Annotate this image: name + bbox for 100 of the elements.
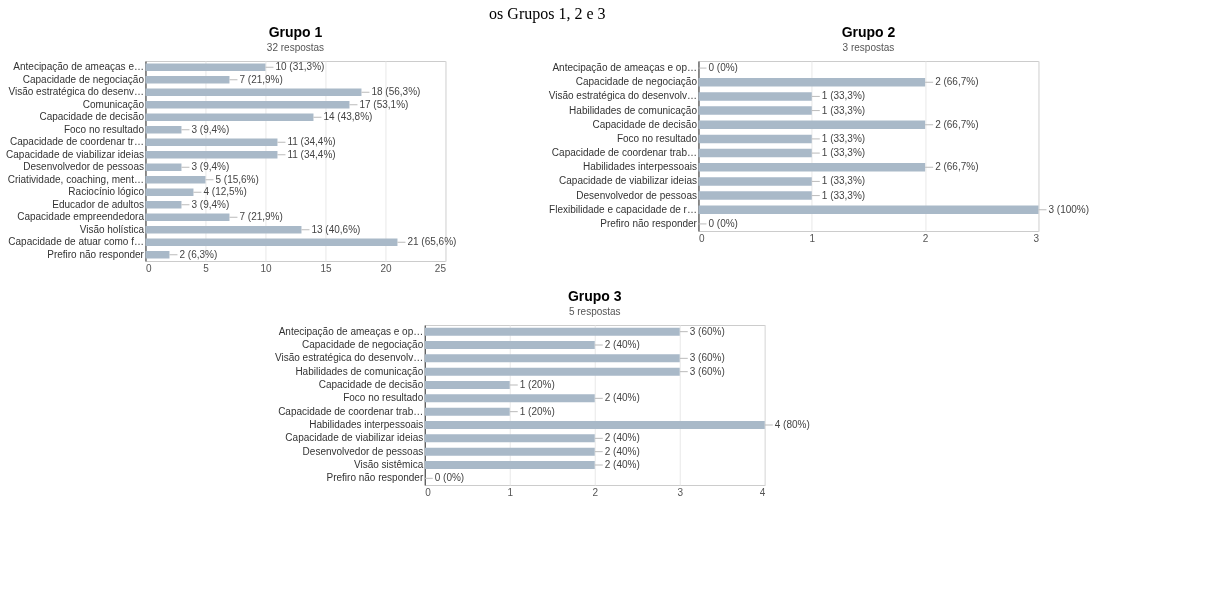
data-label: 1 (20%)	[519, 405, 555, 417]
bar	[424, 381, 510, 389]
y-tick-label: Prefiro não responder	[600, 217, 698, 229]
data-label: 0 (0%)	[434, 472, 465, 484]
data-label: 5 (15,6%)	[215, 173, 259, 185]
data-label: 2 (66,7%)	[935, 118, 979, 130]
data-label: 1 (33,3%)	[821, 147, 866, 159]
data-label: 0 (0%)	[708, 217, 738, 229]
bar	[698, 134, 812, 144]
data-label: 3 (60%)	[689, 352, 725, 364]
data-label: 1 (33,3%)	[821, 104, 866, 116]
data-label: 21 (65,6%)	[407, 236, 457, 248]
x-tick-label: 5	[203, 262, 210, 274]
y-tick-label: Capacidade de decisão	[39, 111, 145, 123]
bar	[424, 434, 595, 443]
y-tick-label: Antecipação de ameaças e op…	[278, 325, 424, 337]
y-tick-label: Desenvolvedor de pessoas	[302, 445, 424, 457]
y-tick-label: Capacidade de negociação	[575, 76, 698, 88]
chart-subtitle: 3 respostas	[842, 42, 895, 53]
x-tick-label: 1	[507, 486, 514, 498]
data-label: 3 (9,4%)	[191, 198, 230, 210]
data-label: 1 (33,3%)	[821, 175, 866, 187]
y-tick-label: Criatividade, coaching, ment…	[7, 173, 144, 185]
y-tick-label: Antecipação de ameaças e op…	[552, 62, 697, 74]
chart-subtitle: 32 respostas	[266, 42, 325, 53]
bar	[424, 447, 595, 456]
y-tick-label: Capacidade empreendedora	[17, 211, 145, 223]
bar	[145, 226, 302, 234]
y-tick-label: Desenvolvedor de pessoas	[576, 189, 697, 201]
y-tick-label: Capacidade de negociação	[22, 73, 145, 85]
y-tick-label: Comunicação	[82, 98, 145, 110]
data-label: 3 (60%)	[689, 365, 725, 377]
x-tick-label: 2	[922, 232, 929, 244]
data-label: 2 (40%)	[604, 432, 640, 444]
bar	[698, 191, 812, 200]
bar	[145, 176, 206, 184]
bar	[424, 461, 595, 469]
y-tick-label: Foco no resultado	[616, 132, 698, 144]
data-label: 1 (33,3%)	[821, 132, 866, 144]
y-tick-label: Capacidade de coordenar trab…	[278, 405, 424, 417]
bar	[424, 354, 680, 363]
y-tick-label: Capacidade de coordenar trab…	[551, 147, 697, 159]
text: os Grupos 1, 2 e 3	[489, 4, 606, 23]
bar	[145, 88, 362, 96]
data-label: 2 (66,7%)	[935, 76, 979, 88]
data-label: 10 (31,3%)	[275, 61, 325, 73]
y-tick-label: Habilidades interpessoais	[309, 419, 424, 430]
bar	[698, 106, 812, 115]
y-tick-label: Prefiro não responder	[326, 472, 424, 484]
bar	[145, 138, 278, 146]
bar	[698, 120, 926, 129]
data-label: 4 (12,5%)	[203, 186, 247, 198]
bar	[424, 407, 510, 416]
y-tick-label: Habilidades de comunicação	[295, 365, 424, 377]
chart-title: Grupo 3	[567, 288, 622, 304]
data-label: 2 (40%)	[604, 459, 640, 470]
data-label: 13 (40,6%)	[311, 223, 361, 235]
bar	[145, 76, 230, 84]
y-tick-label: Flexibilidade e capacidade de r…	[549, 203, 697, 215]
data-label: 14 (43,8%)	[323, 111, 373, 123]
y-tick-label: Raciocínio lógico	[68, 186, 145, 198]
bar	[424, 394, 595, 403]
data-label: 2 (40%)	[604, 392, 640, 404]
y-tick-label: Educador de adultos	[52, 198, 144, 210]
y-tick-label: Foco no resultado	[63, 123, 145, 135]
bar	[145, 63, 266, 71]
data-label: 1 (20%)	[519, 379, 555, 390]
y-tick-label: Capacidade de negociação	[302, 339, 424, 350]
chart-title: Grupo 1	[268, 24, 323, 40]
data-label: 1 (33,3%)	[821, 189, 866, 201]
data-label: 11 (34,4%)	[287, 148, 336, 160]
bar	[145, 126, 182, 134]
data-label: 1 (33,3%)	[821, 90, 866, 102]
bar	[698, 148, 812, 158]
y-tick-label: Habilidades de comunicação	[569, 104, 698, 116]
x-tick-label: 0	[698, 232, 705, 244]
x-tick-label: 3	[1033, 232, 1040, 244]
bar	[424, 421, 765, 429]
y-tick-label: Capacidade de atuar como f…	[8, 236, 144, 248]
data-label: 2 (6,3%)	[179, 248, 218, 260]
y-tick-label: Visão estratégica do desenvolv…	[274, 352, 424, 364]
y-tick-label: Capacidade de decisão	[592, 118, 698, 130]
data-label: 2 (66,7%)	[935, 161, 979, 173]
y-tick-label: Visão holística	[79, 223, 145, 235]
bar	[145, 188, 194, 196]
y-tick-label: Capacidade de coordenar tr…	[9, 136, 144, 148]
data-label: 11 (34,4%)	[287, 136, 336, 148]
bar	[698, 163, 926, 172]
y-tick-label: Antecipação de ameaças e…	[13, 61, 144, 73]
bar	[145, 201, 182, 209]
data-label: 3 (9,4%)	[191, 161, 230, 173]
y-tick-label: Capacidade de viabilizar ideias	[285, 432, 424, 444]
data-label: 0 (0%)	[708, 62, 738, 74]
y-tick-label: Visão estratégica do desenvolv…	[548, 90, 697, 102]
y-tick-label: Foco no resultado	[343, 392, 424, 404]
x-tick-label: 10	[260, 262, 272, 274]
chart-title: Grupo 2	[841, 24, 896, 40]
bar	[698, 78, 926, 87]
y-tick-label: Visão estratégica do desenv…	[8, 86, 144, 98]
bar	[145, 101, 350, 109]
